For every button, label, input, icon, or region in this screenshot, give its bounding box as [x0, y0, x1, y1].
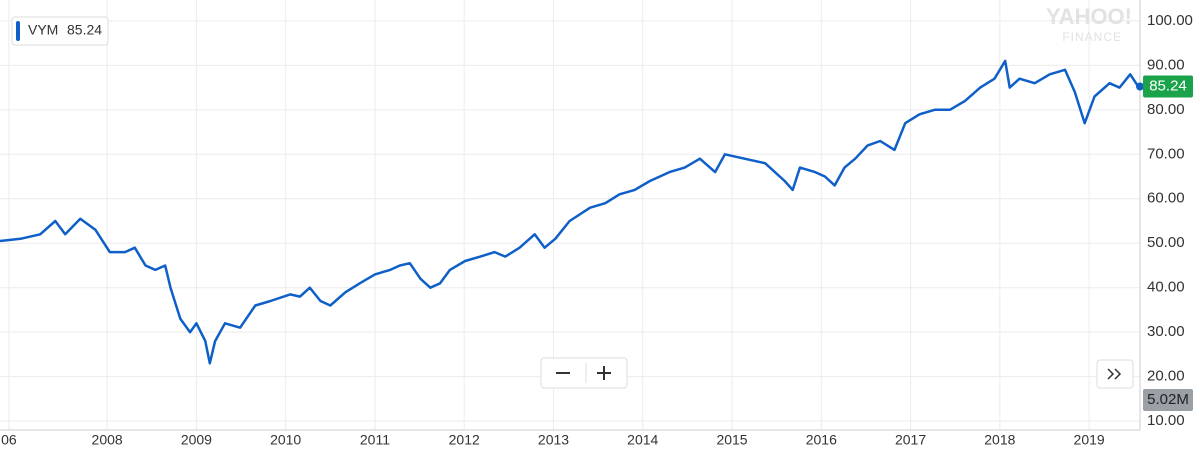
legend-box [11, 16, 109, 46]
price-line [0, 59, 1140, 365]
x-tick-label: 2015 [716, 432, 747, 448]
x-tick-label: 2018 [984, 432, 1015, 448]
price-badge [1143, 75, 1193, 98]
y-tick-label: 60.00 [1147, 190, 1185, 207]
x-tick-label: 2016 [806, 432, 837, 448]
zoom-controls [540, 357, 1134, 389]
watermark: FINANCE [1062, 30, 1122, 44]
x-tick-label: 2013 [538, 432, 569, 448]
y-tick-label: 50.00 [1147, 234, 1185, 251]
x-tick-label: 2009 [181, 432, 212, 448]
x-tick-label: 2010 [270, 432, 301, 448]
button-box [1096, 359, 1134, 389]
y-tick-label: 80.00 [1147, 101, 1185, 118]
price-badge-label: 85.24 [1149, 78, 1187, 95]
y-tick-label: 10.00 [1147, 412, 1185, 429]
y-tick-label: 30.00 [1147, 323, 1185, 340]
y-tick-label: 70.00 [1147, 145, 1185, 162]
x-tick-label: 2012 [449, 432, 480, 448]
legend-swatch [16, 21, 20, 41]
legend: VYM 85.24 [11, 16, 109, 46]
plot-layer: 10.00 20.00 30.00 40.00 50.00 60.00 70.00 80.00… [0, 12, 1193, 448]
volume-badge [1143, 389, 1193, 411]
y-tick-label: 90.00 [1147, 56, 1185, 73]
chevron-icon [1107, 368, 1122, 380]
x-tick-label: 2011 [360, 432, 390, 448]
legend-label: VYM [28, 22, 58, 38]
x-tick-label: 06 [1, 432, 17, 448]
watermark: YAHOO! [1046, 4, 1132, 29]
legend-value: 85.24 [67, 22, 102, 38]
y-tick-label: 100.00 [1147, 12, 1193, 29]
last-point [1136, 82, 1144, 91]
zoom-in-button[interactable] [597, 366, 611, 380]
x-tick-label: 2017 [895, 432, 926, 448]
volume-badge-label: 5.02M [1147, 391, 1189, 408]
x-tick-label: 2008 [92, 432, 123, 448]
zoom-group [540, 357, 628, 389]
y-tick-label: 20.00 [1147, 368, 1185, 385]
x-tick-label: 2014 [627, 432, 658, 448]
x-tick-label: 2019 [1074, 432, 1105, 448]
y-tick-label: 40.00 [1147, 279, 1185, 296]
scroll-button[interactable] [1096, 359, 1134, 389]
